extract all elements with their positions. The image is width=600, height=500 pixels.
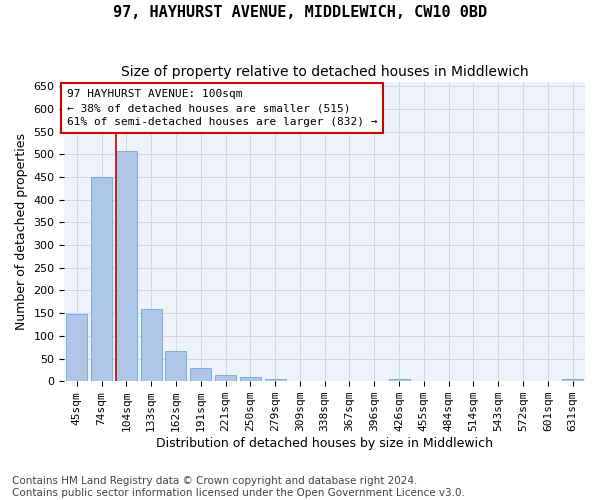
Bar <box>66 314 88 381</box>
Title: Size of property relative to detached houses in Middlewich: Size of property relative to detached ho… <box>121 65 529 79</box>
X-axis label: Distribution of detached houses by size in Middlewich: Distribution of detached houses by size … <box>156 437 493 450</box>
Bar <box>389 379 410 381</box>
Bar <box>265 379 286 381</box>
Bar <box>91 177 112 381</box>
Bar <box>166 352 187 381</box>
Text: Contains HM Land Registry data © Crown copyright and database right 2024.
Contai: Contains HM Land Registry data © Crown c… <box>12 476 465 498</box>
Bar <box>215 375 236 381</box>
Bar <box>562 379 583 381</box>
Y-axis label: Number of detached properties: Number of detached properties <box>15 133 28 330</box>
Text: 97 HAYHURST AVENUE: 100sqm
← 38% of detached houses are smaller (515)
61% of sem: 97 HAYHURST AVENUE: 100sqm ← 38% of deta… <box>67 89 377 127</box>
Bar <box>140 310 162 381</box>
Bar <box>240 377 261 381</box>
Bar <box>116 151 137 381</box>
Bar <box>190 368 211 381</box>
Text: 97, HAYHURST AVENUE, MIDDLEWICH, CW10 0BD: 97, HAYHURST AVENUE, MIDDLEWICH, CW10 0B… <box>113 5 487 20</box>
